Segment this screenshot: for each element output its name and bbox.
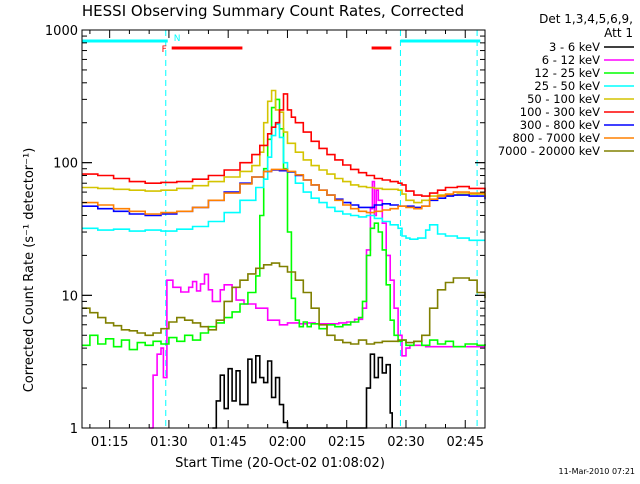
- legend-label-9: 7000 - 20000 keV: [498, 144, 600, 158]
- x-tick-label: 02:15: [328, 435, 365, 450]
- y-tick-label: 1000: [45, 24, 78, 39]
- flag-bars: NF: [82, 34, 481, 55]
- x-tick-label: 02:30: [387, 435, 424, 450]
- x-tick-label: 01:45: [209, 435, 246, 450]
- legend-header-line-2: Att 1: [604, 26, 633, 40]
- x-tick-label: 01:30: [150, 435, 187, 450]
- series-line-6: [82, 93, 486, 197]
- series-line-9: [82, 262, 486, 345]
- y-tick-label: 1: [70, 422, 78, 437]
- series-line-2: [149, 180, 485, 429]
- legend-label-7: 300 - 800 keV: [520, 118, 600, 132]
- flag-label: N: [174, 34, 181, 44]
- legend-label-8: 800 - 7000 keV: [512, 131, 600, 145]
- series-line-8: [82, 168, 486, 215]
- y-tick-label: 10: [61, 289, 78, 304]
- flag-label: F: [162, 45, 167, 55]
- series-line-3: [82, 98, 486, 351]
- axes: 01:15 01:30 01:45 02:00 02:15 02:30 02:45 1 10 10…: [45, 24, 486, 450]
- series-line-4: [82, 123, 485, 242]
- plot-frame: [81, 29, 486, 429]
- footer-date: 11-Mar-2010 07:21: [559, 467, 636, 476]
- x-tick-label: 02:45: [447, 435, 484, 450]
- series-line-1: [212, 353, 393, 429]
- legend-label-2: 6 - 12 keV: [542, 53, 600, 67]
- y-axis-label: Corrected Count Rate (s⁻¹ detector⁻¹): [22, 148, 37, 393]
- chart-title: HESSI Observing Summary Count Rates, Cor…: [82, 2, 464, 20]
- legend-label-4: 25 - 50 keV: [534, 79, 600, 93]
- legend-label-5: 50 - 100 keV: [527, 92, 600, 106]
- legend-label-6: 100 - 300 keV: [520, 105, 600, 119]
- x-axis-label: Start Time (20-Oct-02 01:08:02): [175, 456, 385, 471]
- series-line-7: [82, 169, 486, 217]
- y-tick-label: 100: [53, 157, 78, 172]
- series-line-5: [82, 89, 486, 204]
- x-tick-label: 02:00: [269, 435, 306, 450]
- series-group: [82, 89, 486, 429]
- legend-label-1: 3 - 6 keV: [549, 40, 600, 54]
- x-tick-label: 01:15: [91, 435, 128, 450]
- plot-area: [165, 30, 478, 428]
- legend-label-3: 12 - 25 keV: [534, 66, 600, 80]
- legend-header-line-1: Det 1,3,4,5,6,9,: [539, 12, 633, 26]
